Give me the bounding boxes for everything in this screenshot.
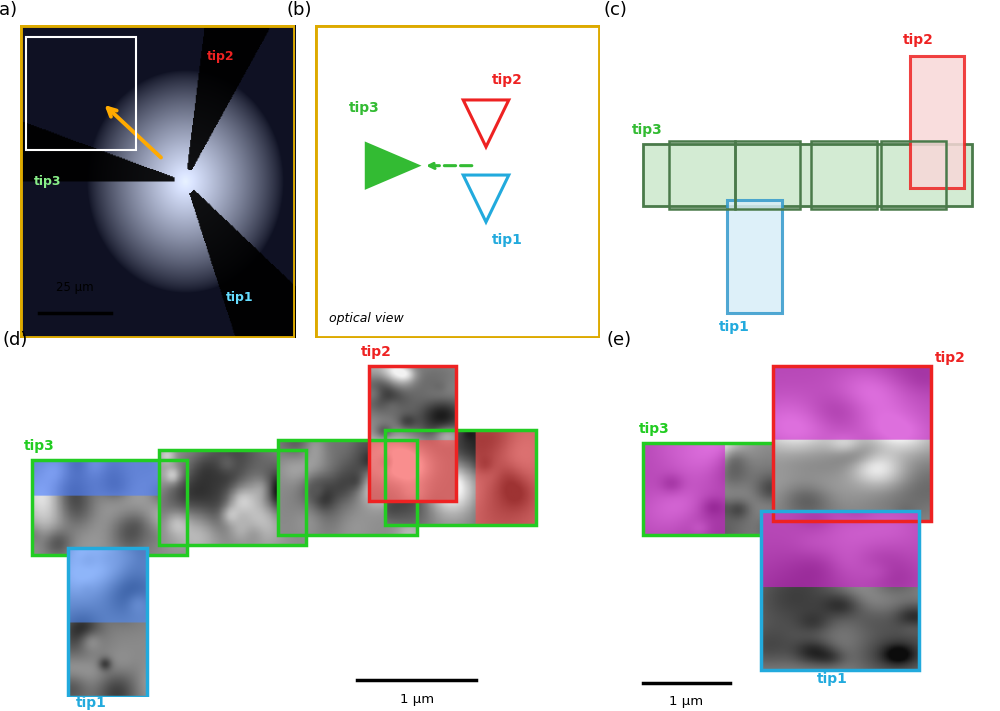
- Text: 1 μm: 1 μm: [669, 695, 703, 708]
- Text: tip1: tip1: [226, 291, 254, 304]
- Text: (d): (d): [2, 331, 28, 349]
- Polygon shape: [366, 144, 418, 188]
- Text: (e): (e): [607, 331, 632, 349]
- Text: tip3: tip3: [24, 439, 55, 453]
- Text: 1 μm: 1 μm: [400, 693, 434, 707]
- Text: tip2: tip2: [902, 33, 933, 47]
- Text: (c): (c): [603, 1, 627, 18]
- Text: tip1: tip1: [76, 696, 107, 710]
- Bar: [32, 461, 187, 555]
- Bar: [26, 38, 136, 150]
- Text: (b): (b): [287, 1, 312, 18]
- Bar: [727, 200, 782, 313]
- Text: tip3: tip3: [632, 124, 663, 137]
- Bar: [734, 141, 800, 210]
- Text: tip3: tip3: [349, 102, 380, 115]
- Bar: [910, 56, 964, 188]
- Text: tip2: tip2: [207, 50, 235, 63]
- Text: tip1: tip1: [817, 673, 848, 686]
- Bar: [278, 440, 417, 535]
- Text: 25 μm: 25 μm: [56, 281, 94, 294]
- Text: tip1: tip1: [492, 233, 523, 247]
- Text: tip2: tip2: [492, 73, 523, 87]
- Bar: [881, 141, 946, 210]
- Bar: [761, 511, 919, 670]
- Text: tip2: tip2: [361, 345, 392, 358]
- Text: optical view: optical view: [329, 312, 404, 325]
- Bar: [369, 365, 456, 501]
- Text: (a): (a): [0, 1, 18, 18]
- Bar: [811, 141, 877, 210]
- Bar: [68, 548, 147, 697]
- Text: tip3: tip3: [34, 175, 61, 188]
- Bar: [385, 430, 536, 525]
- Bar: [159, 450, 306, 545]
- Bar: [669, 141, 734, 210]
- Text: tip2: tip2: [935, 351, 966, 365]
- Text: tip3: tip3: [639, 422, 670, 437]
- Bar: [315, 25, 600, 338]
- Bar: [643, 144, 972, 206]
- Bar: [643, 144, 972, 206]
- Bar: [643, 444, 840, 535]
- Bar: [773, 365, 931, 521]
- Text: tip1: tip1: [719, 321, 750, 334]
